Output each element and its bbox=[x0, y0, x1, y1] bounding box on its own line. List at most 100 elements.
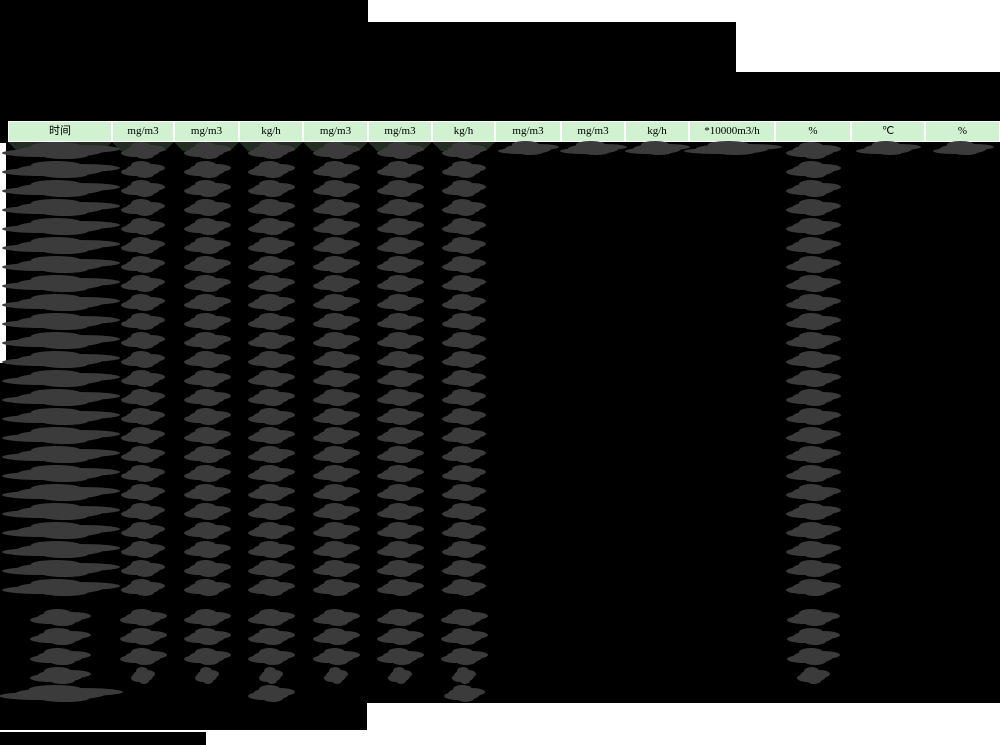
redacted-value-scribble bbox=[792, 578, 834, 596]
redacted-value-scribble bbox=[318, 502, 354, 520]
redacted-value-scribble bbox=[318, 647, 354, 665]
redacted-value-scribble bbox=[382, 369, 418, 387]
redacted-value-scribble bbox=[793, 608, 833, 626]
redacted-value-scribble bbox=[189, 236, 225, 254]
redacted-value-scribble bbox=[189, 521, 225, 539]
redacted-value-scribble bbox=[447, 578, 481, 596]
redacted-value-scribble bbox=[253, 647, 289, 665]
redacted-value-scribble bbox=[447, 312, 481, 330]
redacted-value-scribble bbox=[17, 160, 103, 178]
redacted-value-scribble bbox=[447, 160, 481, 178]
redacted-value-scribble bbox=[189, 331, 225, 349]
redacted-value-scribble bbox=[253, 502, 289, 520]
redacted-value-scribble bbox=[189, 141, 225, 159]
redacted-value-scribble bbox=[446, 627, 482, 645]
redacted-value-scribble bbox=[382, 407, 418, 425]
redacted-value-scribble bbox=[318, 445, 354, 463]
redacted-value-scribble bbox=[17, 312, 103, 330]
redacted-value-scribble bbox=[253, 198, 289, 216]
redaction-block-top-left bbox=[0, 0, 368, 22]
redacted-value-scribble bbox=[454, 666, 474, 684]
redacted-value-scribble bbox=[197, 666, 217, 684]
redacted-value-scribble bbox=[126, 274, 160, 292]
redacted-value-scribble bbox=[253, 627, 289, 645]
redacted-value-scribble bbox=[261, 666, 281, 684]
redacted-value-scribble bbox=[126, 179, 160, 197]
redacted-value-scribble bbox=[568, 141, 618, 156]
redacted-value-scribble bbox=[253, 217, 289, 235]
redacted-value-scribble bbox=[189, 559, 225, 577]
redacted-value-scribble bbox=[792, 293, 834, 311]
redacted-value-scribble bbox=[17, 464, 103, 482]
redacted-value-scribble bbox=[447, 464, 481, 482]
redacted-value-scribble bbox=[17, 350, 103, 368]
redacted-value-scribble bbox=[318, 350, 354, 368]
header-cell-unit-2: mg/m3 bbox=[112, 121, 174, 142]
redacted-value-scribble bbox=[126, 312, 160, 330]
redacted-value-scribble bbox=[318, 198, 354, 216]
redacted-value-scribble bbox=[37, 666, 83, 684]
redacted-value-scribble bbox=[189, 540, 225, 558]
redacted-value-scribble bbox=[189, 388, 225, 406]
redacted-value-scribble bbox=[318, 255, 354, 273]
redacted-value-scribble bbox=[253, 141, 289, 159]
redacted-value-scribble bbox=[17, 198, 103, 216]
redacted-value-scribble bbox=[253, 160, 289, 178]
table-header-row: 时间 mg/m3 mg/m3 kg/h mg/m3 mg/m3 kg/h mg/m3 mg/m3… bbox=[8, 121, 1000, 142]
redacted-value-scribble bbox=[253, 350, 289, 368]
redacted-value-scribble bbox=[126, 502, 160, 520]
redacted-value-scribble bbox=[318, 236, 354, 254]
redacted-value-scribble bbox=[447, 521, 481, 539]
redacted-value-scribble bbox=[253, 331, 289, 349]
redacted-value-scribble bbox=[792, 179, 834, 197]
redacted-value-scribble bbox=[447, 350, 481, 368]
redacted-value-scribble bbox=[382, 217, 418, 235]
redacted-value-scribble bbox=[126, 255, 160, 273]
redacted-value-scribble bbox=[318, 521, 354, 539]
redacted-value-scribble bbox=[382, 274, 418, 292]
redacted-value-scribble bbox=[382, 464, 418, 482]
redacted-value-scribble bbox=[382, 293, 418, 311]
redacted-value-scribble bbox=[792, 540, 834, 558]
redacted-value-scribble bbox=[940, 141, 986, 156]
redacted-value-scribble bbox=[253, 236, 289, 254]
redacted-value-scribble bbox=[318, 578, 354, 596]
redacted-value-scribble bbox=[792, 160, 834, 178]
redacted-value-scribble bbox=[189, 502, 225, 520]
redacted-value-scribble bbox=[253, 559, 289, 577]
redacted-value-scribble bbox=[382, 502, 418, 520]
redacted-value-scribble bbox=[253, 407, 289, 425]
redacted-value-scribble bbox=[447, 369, 481, 387]
redacted-value-scribble bbox=[318, 540, 354, 558]
redacted-value-scribble bbox=[189, 160, 225, 178]
redacted-value-scribble bbox=[792, 559, 834, 577]
redacted-value-scribble bbox=[37, 647, 83, 665]
redacted-value-scribble bbox=[126, 540, 160, 558]
header-cell-unit-3: mg/m3 bbox=[174, 121, 239, 142]
redacted-value-scribble bbox=[318, 141, 354, 159]
redacted-value-scribble bbox=[447, 198, 481, 216]
redacted-value-scribble bbox=[447, 445, 481, 463]
redacted-value-scribble bbox=[318, 388, 354, 406]
redacted-value-scribble bbox=[447, 407, 481, 425]
redacted-value-scribble bbox=[126, 483, 160, 501]
redacted-value-scribble bbox=[253, 369, 289, 387]
redacted-value-scribble bbox=[253, 312, 289, 330]
redacted-value-scribble bbox=[17, 255, 103, 273]
redacted-value-scribble bbox=[126, 426, 160, 444]
redacted-value-scribble bbox=[792, 236, 834, 254]
redacted-value-scribble bbox=[17, 274, 103, 292]
redacted-value-scribble bbox=[189, 217, 225, 235]
redacted-value-scribble bbox=[126, 388, 160, 406]
redacted-value-scribble bbox=[447, 217, 481, 235]
redacted-value-scribble bbox=[792, 483, 834, 501]
header-cell-unit-14: % bbox=[925, 121, 1000, 142]
redacted-value-scribble bbox=[17, 331, 103, 349]
redacted-value-scribble bbox=[253, 540, 289, 558]
redacted-value-scribble bbox=[382, 627, 418, 645]
redacted-value-scribble bbox=[126, 198, 160, 216]
redacted-value-scribble bbox=[792, 388, 834, 406]
redacted-value-scribble bbox=[446, 608, 482, 626]
redacted-value-scribble bbox=[253, 464, 289, 482]
